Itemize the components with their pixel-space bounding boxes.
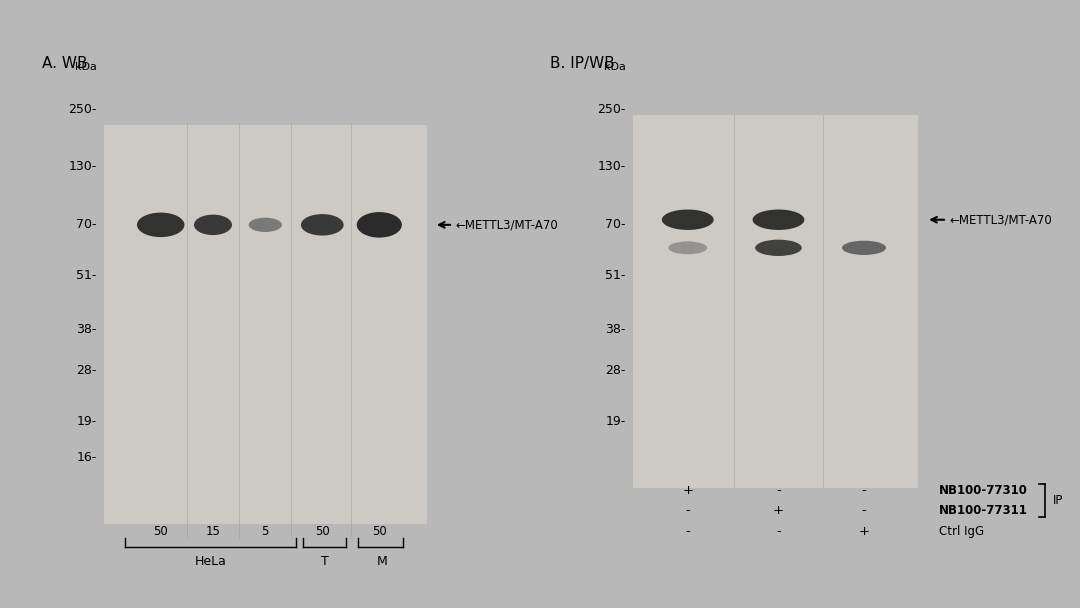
Text: 130-: 130- — [597, 160, 625, 173]
Ellipse shape — [755, 240, 801, 256]
Text: IP: IP — [1053, 494, 1064, 507]
Text: 51-: 51- — [77, 269, 96, 282]
Text: 70-: 70- — [76, 218, 96, 231]
Text: 15: 15 — [205, 525, 220, 537]
Text: 50: 50 — [153, 525, 168, 537]
Text: -: - — [862, 484, 866, 497]
Text: ←METTL3/MT-A70: ←METTL3/MT-A70 — [456, 218, 558, 231]
Text: +: + — [683, 484, 693, 497]
Ellipse shape — [356, 212, 402, 238]
Text: A. WB: A. WB — [42, 57, 87, 71]
Text: Ctrl IgG: Ctrl IgG — [940, 525, 984, 537]
Ellipse shape — [669, 241, 707, 254]
Text: -: - — [862, 505, 866, 517]
Text: kDa: kDa — [604, 61, 625, 72]
Text: 130-: 130- — [68, 160, 96, 173]
Text: 16-: 16- — [77, 451, 96, 464]
Ellipse shape — [301, 214, 343, 235]
Ellipse shape — [194, 215, 232, 235]
Text: HeLa: HeLa — [194, 555, 227, 568]
Text: -: - — [686, 525, 690, 537]
Text: 250-: 250- — [597, 103, 625, 116]
Text: 51-: 51- — [605, 269, 625, 282]
Text: 28-: 28- — [605, 364, 625, 377]
Ellipse shape — [137, 213, 185, 237]
Text: kDa: kDa — [75, 61, 96, 72]
Text: +: + — [859, 525, 869, 537]
Bar — [104, 125, 427, 523]
Text: -: - — [777, 484, 781, 497]
Text: NB100-77311: NB100-77311 — [940, 505, 1028, 517]
Bar — [633, 115, 918, 488]
Text: M: M — [376, 555, 387, 568]
Ellipse shape — [248, 218, 282, 232]
Text: -: - — [777, 525, 781, 537]
Ellipse shape — [753, 210, 805, 230]
Ellipse shape — [842, 241, 886, 255]
Text: T: T — [321, 555, 328, 568]
Text: -: - — [686, 505, 690, 517]
Text: 38-: 38- — [605, 323, 625, 336]
Text: +: + — [773, 505, 784, 517]
Text: 70-: 70- — [605, 218, 625, 231]
Text: 50: 50 — [372, 525, 387, 537]
Text: 5: 5 — [261, 525, 269, 537]
Text: B. IP/WB: B. IP/WB — [551, 57, 616, 71]
Text: ←METTL3/MT-A70: ←METTL3/MT-A70 — [949, 213, 1052, 226]
Text: 250-: 250- — [68, 103, 96, 116]
Text: 38-: 38- — [77, 323, 96, 336]
Text: 28-: 28- — [77, 364, 96, 377]
Text: NB100-77310: NB100-77310 — [940, 484, 1028, 497]
Text: 19-: 19- — [605, 415, 625, 428]
Text: 19-: 19- — [77, 415, 96, 428]
Text: 50: 50 — [315, 525, 329, 537]
Ellipse shape — [662, 210, 714, 230]
